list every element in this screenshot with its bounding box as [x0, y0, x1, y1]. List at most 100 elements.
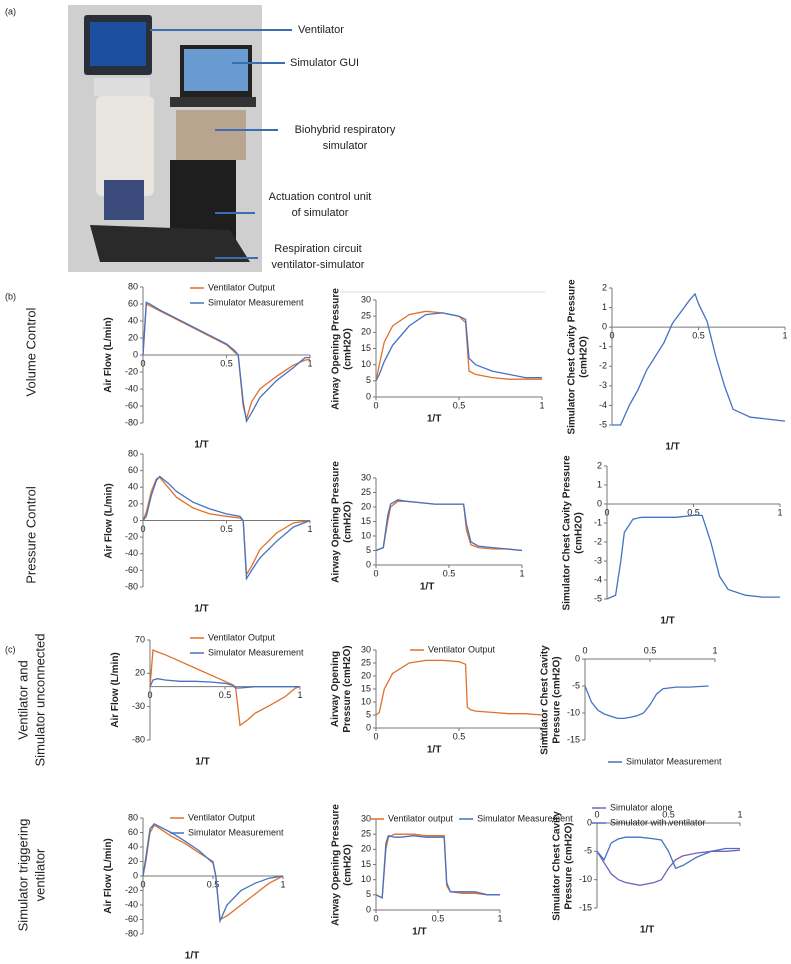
callout-lines [150, 29, 292, 259]
y-tick-label: -1 [594, 517, 602, 527]
y-tick-label: 20 [361, 844, 371, 854]
y-tick-label: -60 [125, 914, 138, 924]
y-tick-label: 5 [366, 545, 371, 555]
y-tick-label: 5 [366, 375, 371, 385]
y-tick-label: -80 [125, 417, 138, 427]
series-line [375, 499, 523, 552]
legend-label: Simulator Measurement [208, 647, 304, 657]
y-axis-label: Airway Opening Pressure (cmH2O) [330, 460, 353, 583]
x-axis-label: 1/T [194, 604, 208, 615]
x-tick-label: 0 [582, 645, 587, 655]
x-tick-label: 1 [782, 331, 787, 341]
series-line [142, 824, 284, 921]
y-tick-label: 15 [361, 859, 371, 869]
legend-label: Ventilator Output [188, 812, 256, 822]
x-tick-label: 0 [140, 524, 145, 534]
x-tick-label: 1 [307, 358, 312, 368]
row-label: Pressure Control [23, 486, 38, 584]
series-line [606, 514, 780, 600]
x-axis-label: 1/T [185, 951, 199, 962]
legend-label: Simulator with ventilator [610, 817, 706, 827]
photo-label: Actuation control unit [269, 191, 372, 203]
series-line [142, 475, 311, 581]
x-axis-label: 1/T [427, 414, 441, 425]
y-tick-label: 20 [128, 856, 138, 866]
y-tick-label: 0 [133, 349, 138, 359]
row-label: Ventilator and [15, 660, 30, 740]
x-tick-label: 0 [373, 400, 378, 410]
y-tick-label: -15 [579, 902, 592, 912]
legend-label: Ventilator Output [428, 644, 496, 654]
x-tick-label: 1 [297, 690, 302, 700]
y-axis-label: Air Flow (L/min) [103, 482, 114, 559]
x-tick-label: 0.5 [207, 879, 220, 889]
y-tick-label: -15 [567, 734, 580, 744]
legend-label: Ventilator Output [208, 632, 276, 642]
y-tick-label: 25 [361, 487, 371, 497]
y-tick-label: -20 [125, 885, 138, 895]
panel-label: (c) [5, 644, 16, 654]
x-tick-label: 0.5 [220, 358, 233, 368]
y-tick-label: -80 [125, 581, 138, 591]
y-tick-label: 0 [587, 817, 592, 827]
series-line [375, 312, 542, 382]
x-axis-label: 1/T [427, 745, 441, 756]
y-tick-label: 20 [361, 670, 371, 680]
y-tick-label: 70 [135, 634, 145, 644]
y-tick-label: 1 [602, 302, 607, 312]
y-tick-label: -3 [599, 380, 607, 390]
y-tick-label: 20 [128, 332, 138, 342]
series-line [375, 659, 543, 716]
y-tick-label: -10 [567, 707, 580, 717]
y-tick-label: -5 [594, 593, 602, 603]
panel-label: (b) [5, 291, 16, 301]
x-tick-label: 0 [140, 879, 145, 889]
y-tick-label: -5 [584, 846, 592, 856]
series-line [375, 310, 542, 381]
y-tick-label: -4 [599, 400, 607, 410]
y-tick-label: 25 [361, 657, 371, 667]
y-tick-label: 60 [128, 465, 138, 475]
x-axis-label: 1/T [665, 442, 679, 453]
x-tick-label: 0.5 [662, 809, 675, 819]
y-tick-label: -20 [125, 366, 138, 376]
x-axis-label: 1/T [660, 616, 674, 627]
y-axis-label: Simulator Chest Cavity Pressure (cmH2O) [551, 810, 574, 921]
y-axis-label: Simulator Chest Cavity Pressure (cmH2O) [561, 454, 584, 611]
y-tick-label: 5 [366, 709, 371, 719]
y-tick-label: -2 [599, 361, 607, 371]
y-axis-label: Simulator Chest Cavity Pressure (cmH2O) [539, 644, 562, 755]
y-tick-label: 25 [361, 829, 371, 839]
x-tick-label: 1 [712, 645, 717, 655]
y-tick-label: -1 [599, 341, 607, 351]
series-line [596, 836, 740, 870]
y-tick-label: 0 [133, 515, 138, 525]
series-line [584, 685, 709, 720]
x-axis-label: 1/T [640, 925, 654, 936]
y-axis-label: Air Flow (L/min) [103, 317, 114, 393]
y-axis-label: Airway Opening Pressure (cmH2O) [330, 287, 353, 410]
legend-label: Ventilator output [388, 813, 454, 823]
x-tick-label: 1 [539, 731, 544, 741]
y-tick-label: -4 [594, 574, 602, 584]
y-tick-label: 10 [361, 696, 371, 706]
y-axis-label: Air Flow (L/min) [103, 838, 114, 914]
y-tick-label: 20 [361, 501, 371, 511]
x-tick-label: 1 [280, 879, 285, 889]
photo-label: simulator [323, 140, 368, 152]
x-tick-label: 0.5 [453, 731, 466, 741]
x-tick-label: 0.5 [687, 507, 700, 517]
y-tick-label: 0 [366, 559, 371, 569]
y-tick-label: -20 [125, 532, 138, 542]
legend-label: Simulator Measurement [477, 813, 573, 823]
x-tick-label: 1 [777, 507, 782, 517]
y-tick-label: 1 [597, 479, 602, 489]
y-tick-label: 0 [133, 870, 138, 880]
x-tick-label: 0 [140, 358, 145, 368]
x-tick-label: 0.5 [432, 913, 445, 923]
x-tick-label: 1 [497, 913, 502, 923]
y-tick-label: 80 [128, 448, 138, 458]
y-tick-label: 20 [361, 327, 371, 337]
x-tick-label: 0 [373, 913, 378, 923]
